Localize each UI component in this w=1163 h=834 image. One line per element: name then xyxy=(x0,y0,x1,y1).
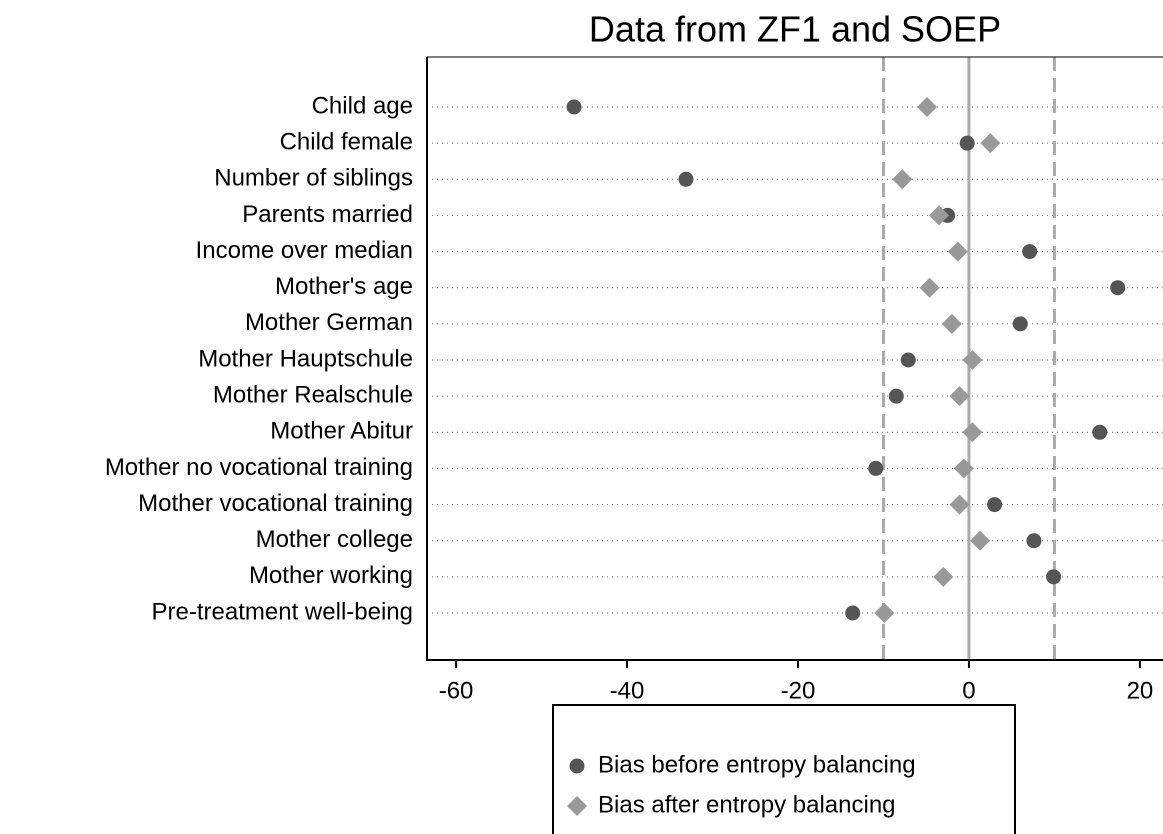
data-point xyxy=(980,133,1001,154)
y-tick-label: Number of siblings xyxy=(214,165,413,192)
data-point xyxy=(941,313,962,334)
y-tick-label: Mother working xyxy=(249,562,413,589)
legend-label: Bias before entropy balancing xyxy=(598,751,916,778)
y-tick-label: Mother college xyxy=(256,526,413,553)
data-point xyxy=(962,422,983,443)
data-point xyxy=(949,494,970,515)
data-point xyxy=(1012,316,1028,332)
data-point xyxy=(892,169,913,190)
x-tick-label: 0 xyxy=(962,677,975,704)
y-tick-label: Child female xyxy=(280,128,413,155)
data-point xyxy=(874,603,895,623)
y-tick-label: Mother Realschule xyxy=(213,381,413,408)
chart-title: Data from ZF1 and SOEP xyxy=(589,9,1001,50)
y-tick-label: Mother German xyxy=(245,309,413,336)
data-point xyxy=(919,277,940,298)
data-point xyxy=(933,566,954,587)
data-point xyxy=(566,99,582,115)
y-tick-label: Pre-treatment well-being xyxy=(152,598,413,625)
legend-box xyxy=(552,704,1016,834)
legend-label: Bias after entropy balancing xyxy=(598,791,896,818)
data-point xyxy=(917,97,938,117)
data-point xyxy=(953,458,974,479)
y-tick-label: Income over median xyxy=(196,237,413,264)
y-tick-label: Mother vocational training xyxy=(138,490,413,517)
data-point xyxy=(987,497,1003,513)
x-tick-label: -20 xyxy=(781,677,816,704)
y-tick-label: Mother's age xyxy=(275,273,413,300)
data-point xyxy=(929,205,950,226)
data-point xyxy=(949,386,970,407)
y-tick-label: Mother no vocational training xyxy=(105,454,413,481)
legend-marker xyxy=(567,796,587,816)
data-point xyxy=(888,388,904,404)
y-tick-label: Child age xyxy=(312,92,413,119)
data-point xyxy=(900,352,916,368)
y-tick-label: Mother Hauptschule xyxy=(198,345,413,372)
data-point xyxy=(959,135,975,151)
data-point xyxy=(1092,424,1108,440)
data-point xyxy=(947,241,968,262)
x-tick-label: -60 xyxy=(439,677,474,704)
data-point xyxy=(1026,533,1042,549)
data-point xyxy=(970,530,991,551)
data-point xyxy=(962,350,983,370)
data-point xyxy=(1022,244,1038,260)
legend-marker xyxy=(569,758,585,774)
data-point xyxy=(845,605,861,621)
data-point xyxy=(1110,280,1126,296)
data-point xyxy=(1046,569,1062,585)
y-tick-label: Parents married xyxy=(242,201,413,228)
y-tick-label: Mother Abitur xyxy=(270,418,413,445)
data-point xyxy=(678,171,694,187)
data-point xyxy=(868,460,884,476)
x-tick-label: -40 xyxy=(610,677,645,704)
x-tick-label: 20 xyxy=(1127,677,1154,704)
